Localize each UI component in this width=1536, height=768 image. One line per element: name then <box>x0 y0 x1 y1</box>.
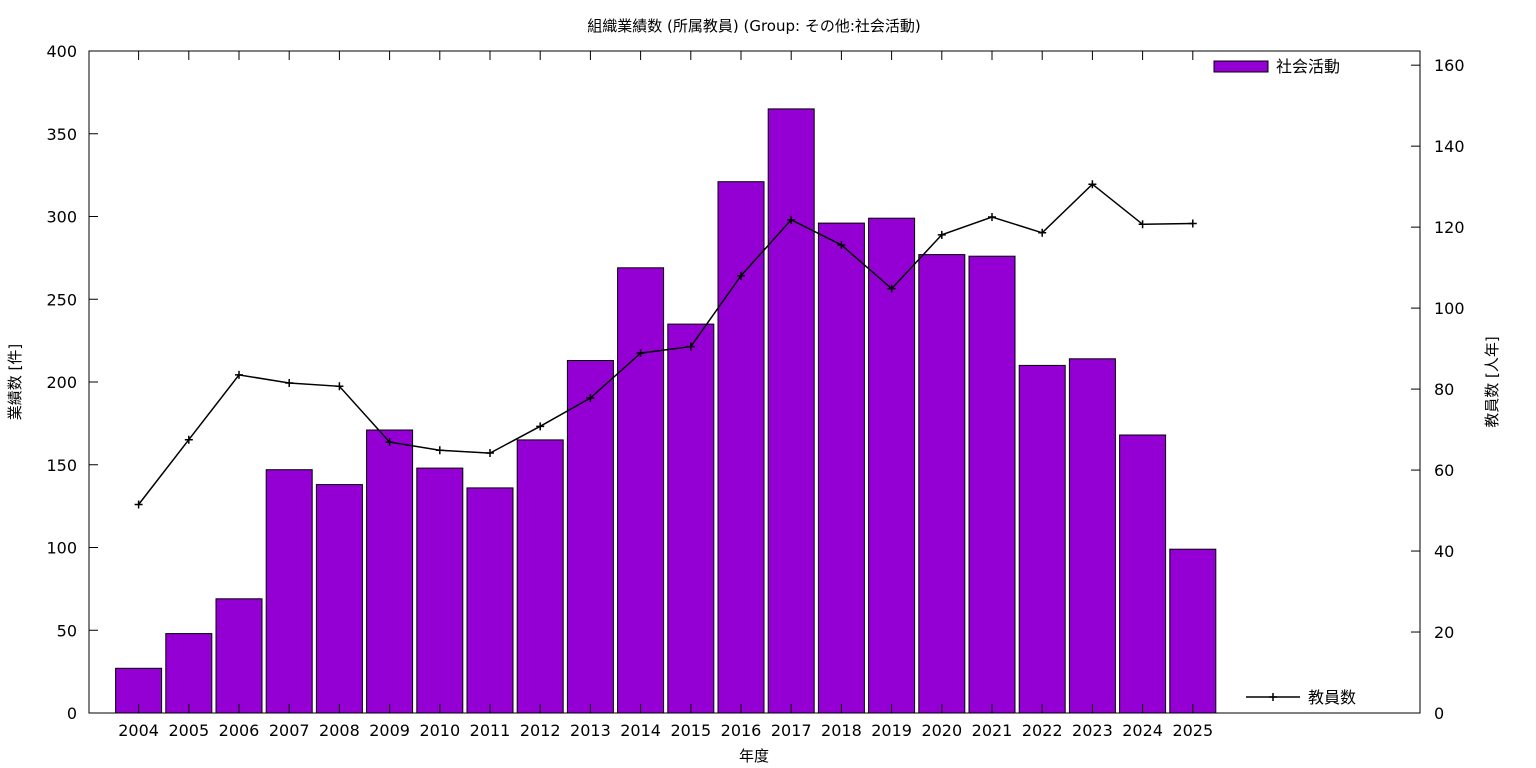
line-point-2004 <box>134 500 143 509</box>
y2-tick-label: 0 <box>1434 704 1444 723</box>
bar-2022 <box>1018 364 1066 714</box>
line-point-2015 <box>686 342 695 351</box>
bar-2006 <box>215 598 263 714</box>
x-tick-label: 2008 <box>319 721 360 740</box>
y-axis-label: 業績数 [件] <box>6 344 24 420</box>
y2-tick-label: 20 <box>1434 623 1454 642</box>
x-tick-label: 2025 <box>1172 721 1213 740</box>
legend-line-label: 教員数 <box>1308 688 1356 707</box>
bar-2010 <box>416 467 464 714</box>
y-tick-label: 300 <box>46 208 77 227</box>
bar-2012 <box>516 439 564 714</box>
y-tick-label: 400 <box>46 42 77 61</box>
axes-layer: 0 50 100 150 200 250 300 350 400 0 20 40 60 80 100 120 1… <box>46 42 1464 740</box>
y-tick-label: 0 <box>67 704 77 723</box>
line-point-2019 <box>887 284 896 293</box>
line-point-2024 <box>1138 220 1147 229</box>
x-tick-label: 2004 <box>118 721 159 740</box>
bar-2023 <box>1068 358 1116 714</box>
y2-axis-label: 教員数 [人年] <box>1483 336 1501 427</box>
line-point-2022 <box>1038 228 1047 237</box>
bar-2020 <box>918 254 966 714</box>
y-tick-label: 350 <box>46 125 77 144</box>
bar-2018 <box>817 222 865 714</box>
x-tick-label: 2022 <box>1022 721 1063 740</box>
x-tick-label: 2018 <box>821 721 862 740</box>
y2-tick-label: 140 <box>1434 137 1465 156</box>
x-tick-label: 2014 <box>620 721 661 740</box>
line-series-faculty <box>138 183 1193 505</box>
legend-bars-swatch <box>1213 60 1269 73</box>
y2-tick-label: 120 <box>1434 218 1465 237</box>
legend-bars-label: 社会活動 <box>1276 57 1340 76</box>
line-point-2020 <box>937 230 946 239</box>
line-point-2012 <box>536 422 545 431</box>
line-point-2005 <box>184 435 193 444</box>
y-tick-label: 100 <box>46 539 77 558</box>
line-point-2009 <box>385 438 394 447</box>
line-point-2016 <box>737 271 745 280</box>
bar-2017 <box>767 108 815 714</box>
x-tick-label: 2005 <box>168 721 209 740</box>
y-tick-label: 200 <box>46 373 77 392</box>
x-tick-label: 2017 <box>771 721 812 740</box>
y-tick-label: 150 <box>46 456 77 475</box>
bar-2007 <box>265 469 313 714</box>
x-tick-label: 2024 <box>1122 721 1163 740</box>
y2-tick-label: 100 <box>1434 299 1465 318</box>
x-tick-label: 2011 <box>470 721 511 740</box>
bar-2016 <box>717 181 765 714</box>
line-point-2021 <box>988 213 996 222</box>
bar-2025 <box>1169 548 1217 714</box>
y-tick-label: 50 <box>57 621 77 640</box>
x-tick-label: 2013 <box>570 721 611 740</box>
line-point-2006 <box>235 370 243 379</box>
line-point-2023 <box>1088 180 1097 189</box>
line-point-2018 <box>837 240 846 249</box>
x-tick-label: 2020 <box>921 721 962 740</box>
bar-2024 <box>1119 434 1167 714</box>
bar-2009 <box>366 429 414 714</box>
y-tick-label: 250 <box>46 290 77 309</box>
line-point-2017 <box>787 215 796 224</box>
bar-2014 <box>617 267 665 714</box>
bar-2011 <box>466 487 514 714</box>
bar-2019 <box>868 217 916 714</box>
legend-line: 教員数 <box>1246 688 1356 707</box>
bar-2021 <box>968 255 1016 714</box>
bars-layer <box>115 108 1217 714</box>
x-tick-label: 2021 <box>972 721 1013 740</box>
bar-2013 <box>566 360 614 714</box>
bar-2015 <box>667 323 715 714</box>
y2-tick-label: 160 <box>1434 56 1465 75</box>
line-point-2008 <box>335 382 344 391</box>
line-point-2025 <box>1188 219 1197 228</box>
x-tick-label: 2010 <box>419 721 460 740</box>
line-point-2013 <box>586 393 595 402</box>
y2-tick-label: 40 <box>1434 542 1454 561</box>
y2-tick-label: 60 <box>1434 461 1454 480</box>
x-tick-label: 2012 <box>520 721 561 740</box>
x-tick-label: 2016 <box>721 721 762 740</box>
x-tick-label: 2023 <box>1072 721 1113 740</box>
bar-2008 <box>315 484 363 714</box>
legend-line-marker <box>1269 693 1277 701</box>
line-point-2014 <box>636 349 645 358</box>
line-point-2010 <box>435 446 444 455</box>
x-axis-label: 年度 <box>739 747 769 765</box>
line-layer <box>134 180 1197 509</box>
x-tick-label: 2007 <box>269 721 310 740</box>
x-tick-label: 2009 <box>369 721 410 740</box>
line-point-2011 <box>486 449 494 458</box>
line-point-2007 <box>285 379 294 388</box>
legend-bars: 社会活動 <box>1213 57 1340 76</box>
bar-2005 <box>165 633 213 714</box>
x-tick-label: 2019 <box>871 721 912 740</box>
x-tick-label: 2006 <box>219 721 260 740</box>
y2-tick-label: 80 <box>1434 380 1454 399</box>
chart-title: 組織業績数 (所属教員) (Group: その他:社会活動) <box>587 17 921 35</box>
x-tick-label: 2015 <box>670 721 711 740</box>
